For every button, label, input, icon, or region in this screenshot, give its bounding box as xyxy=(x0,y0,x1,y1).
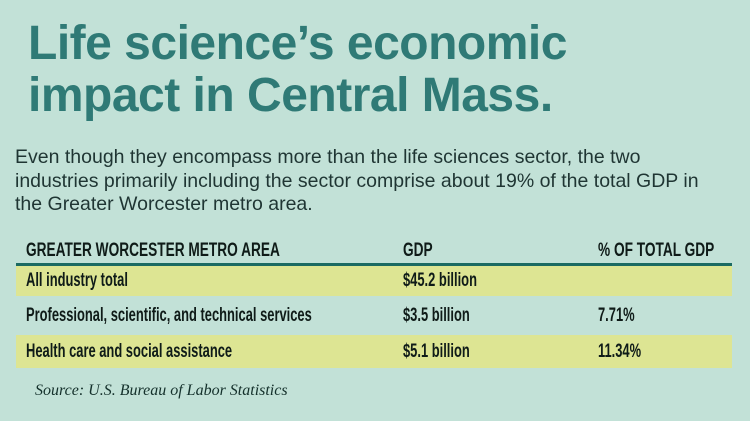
column-header-pct: % OF TOTAL GDP xyxy=(598,240,715,261)
table-row-all-industry: All industry total $45.2 billion xyxy=(16,266,732,296)
header-divider-rule xyxy=(16,263,732,266)
table-row-health-care: Health care and social assistance $5.1 b… xyxy=(16,335,732,368)
intro-paragraph: Even though they encompass more than the… xyxy=(15,146,699,217)
row-label: Professional, scientific, and technical … xyxy=(26,304,312,326)
intro-line-3: the Greater Worcester metro area. xyxy=(15,193,313,215)
column-header-pct-cell: % OF TOTAL GDP xyxy=(598,241,750,261)
row-gdp-cell: $3.5 billion xyxy=(403,304,501,326)
intro-line-2: industries primarily including the secto… xyxy=(15,169,699,192)
row-label-cell: Professional, scientific, and technical … xyxy=(26,304,446,326)
row-pct-value: 7.71% xyxy=(598,304,635,326)
column-header-metro-area-cell: GREATER WORCESTER METRO AREA xyxy=(26,241,379,261)
table-header-row: GREATER WORCESTER METRO AREA GDP % OF TO… xyxy=(16,241,732,261)
column-header-gdp-cell: GDP xyxy=(403,241,444,261)
row-label: All industry total xyxy=(26,270,128,291)
row-label-cell: All industry total xyxy=(26,271,176,291)
row-gdp-value: $3.5 billion xyxy=(403,304,470,326)
row-label-cell: Health care and social assistance xyxy=(26,340,329,362)
column-header-metro-area: GREATER WORCESTER METRO AREA xyxy=(26,240,280,261)
source-citation: Source: U.S. Bureau of Labor Statistics xyxy=(35,382,288,399)
row-label: Health care and social assistance xyxy=(26,340,233,362)
title-line-1: Life science’s economic xyxy=(28,17,567,70)
row-gdp-cell: $45.2 billion xyxy=(403,271,512,291)
row-pct-value: 11.34% xyxy=(598,340,642,362)
row-gdp-cell: $5.1 billion xyxy=(403,340,501,362)
page-title: Life science’s economic impact in Centra… xyxy=(28,18,567,122)
title-line-2: impact in Central Mass. xyxy=(28,69,553,122)
row-pct-cell: 11.34% xyxy=(598,340,661,362)
intro-line-1: Even though they encompass more than the… xyxy=(15,146,641,168)
row-pct-cell: 7.71% xyxy=(598,304,652,326)
column-header-gdp: GDP xyxy=(403,240,433,261)
table-row-professional-scientific: Professional, scientific, and technical … xyxy=(16,296,732,335)
row-gdp-value: $45.2 billion xyxy=(403,270,477,291)
row-gdp-value: $5.1 billion xyxy=(403,340,470,362)
